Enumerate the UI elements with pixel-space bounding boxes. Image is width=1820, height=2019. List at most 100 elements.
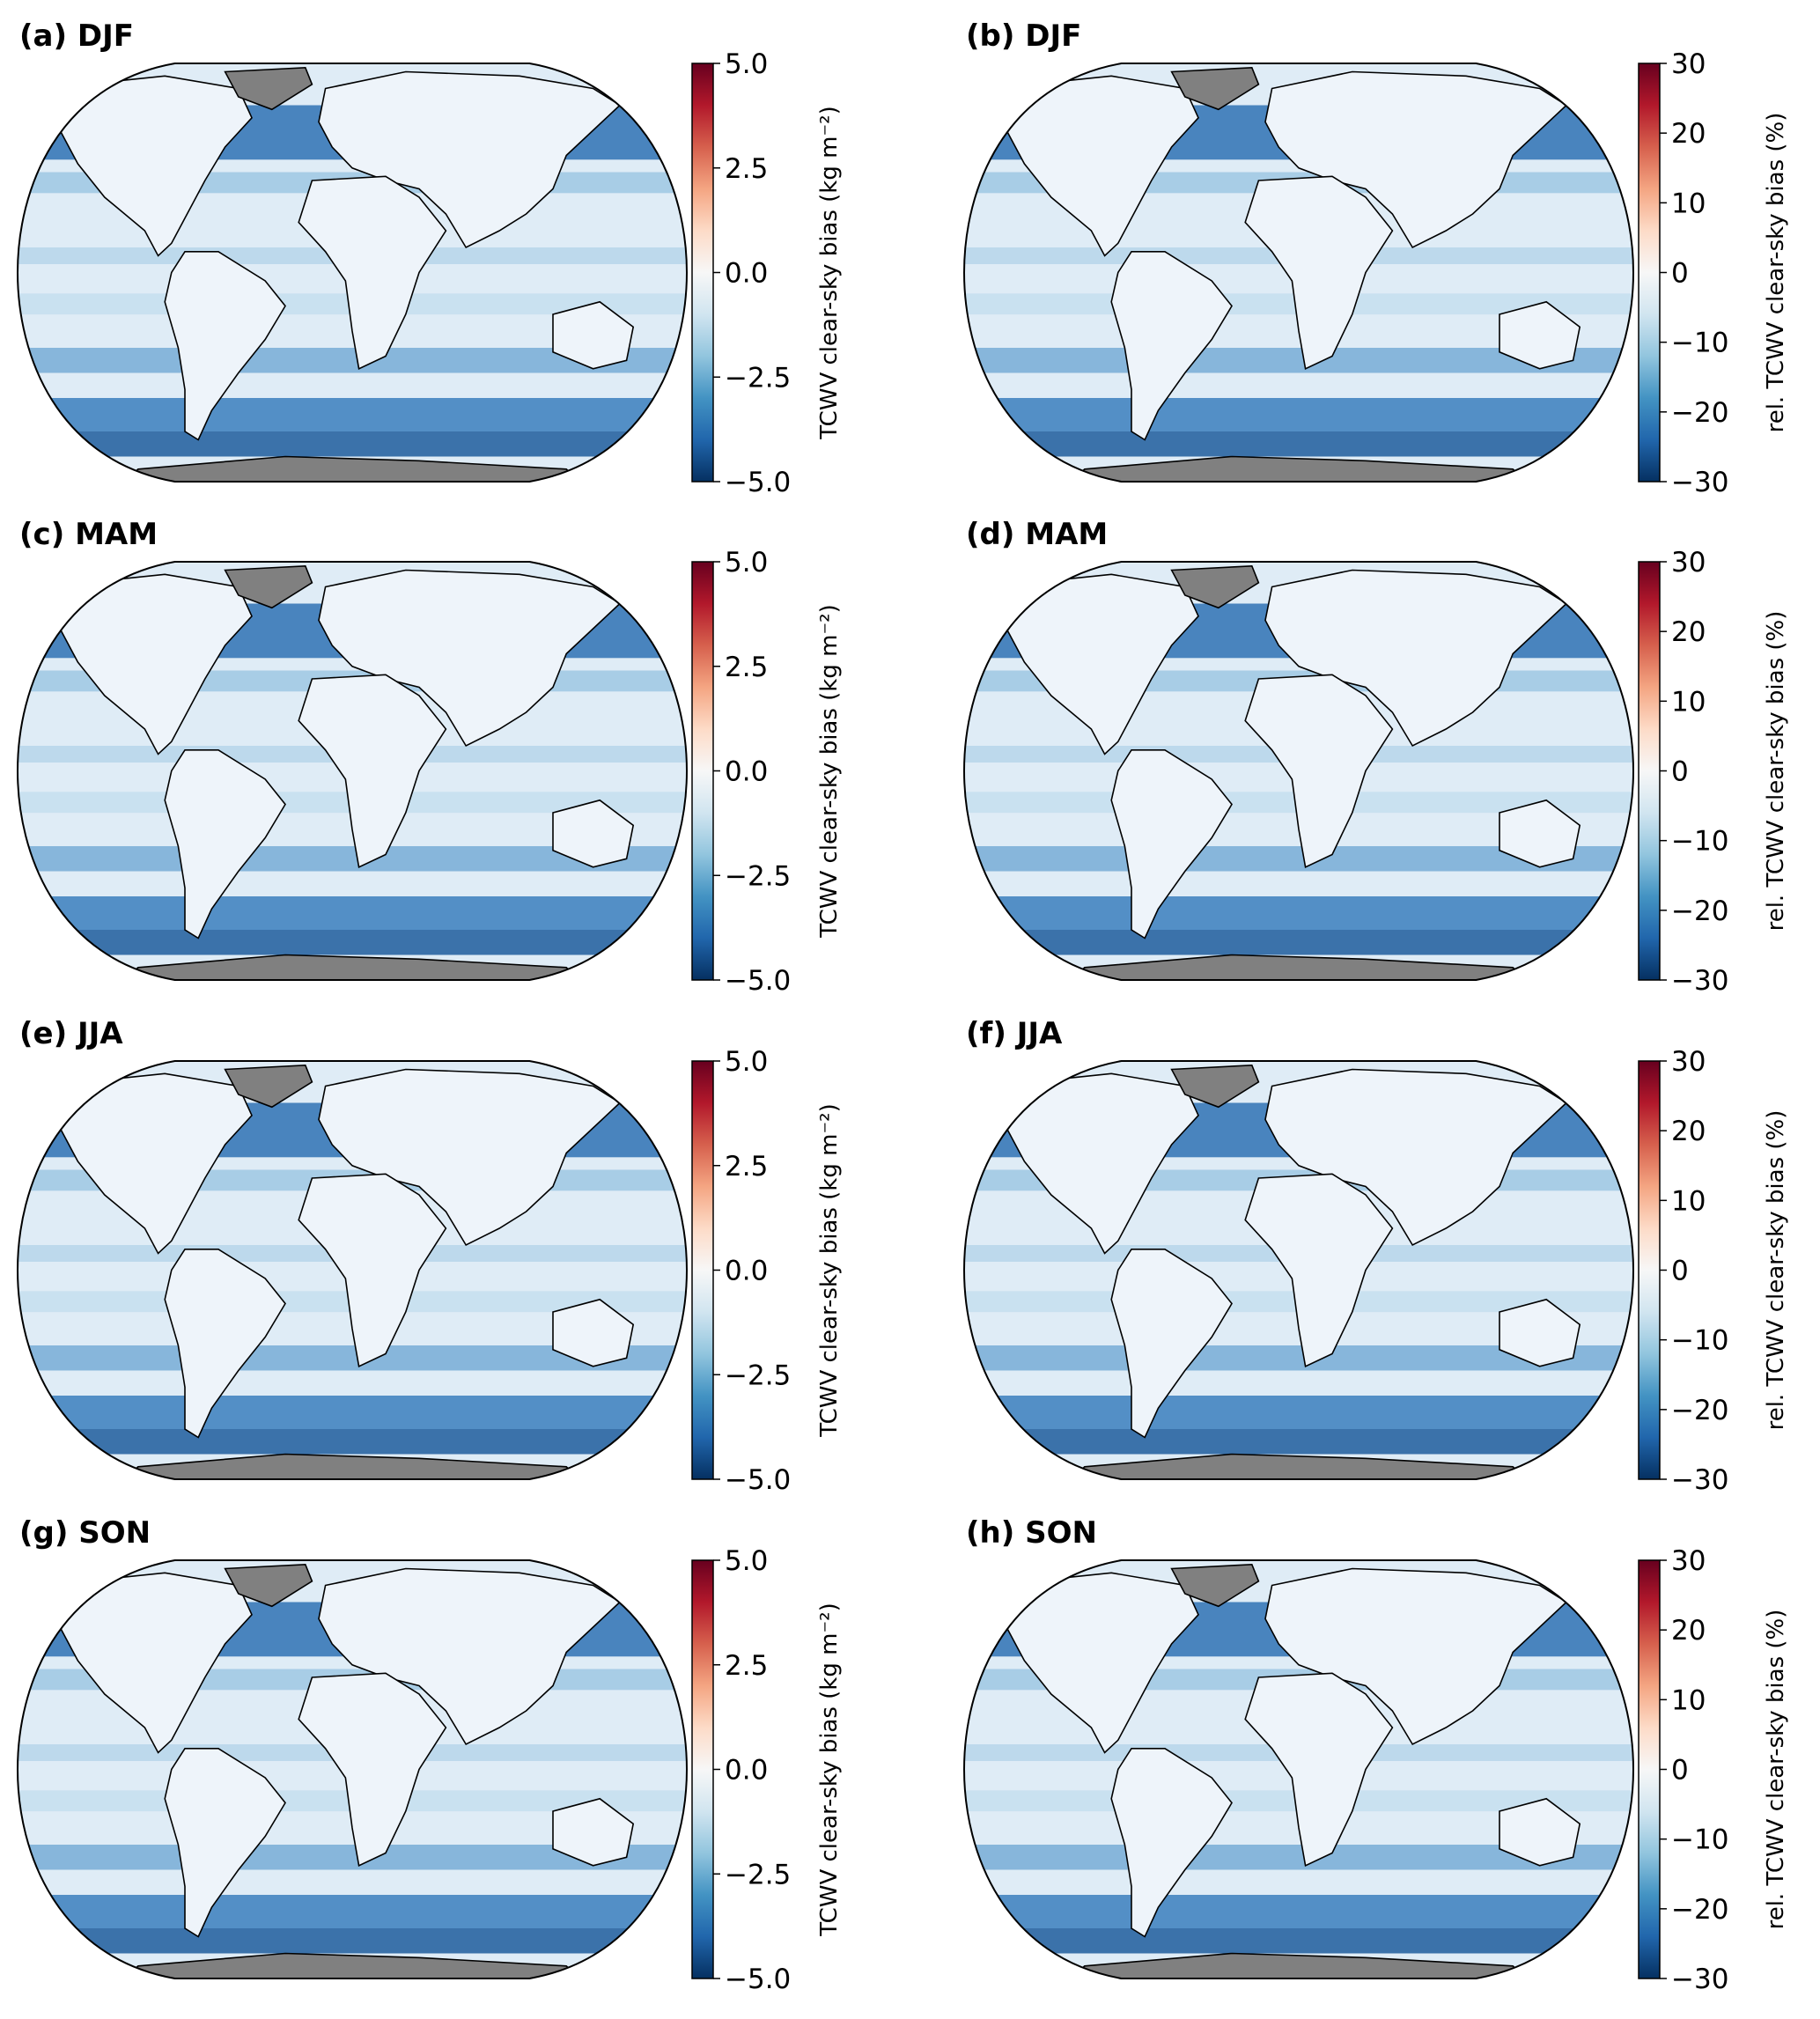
colorbar-tick-label: −5.0 xyxy=(725,467,791,498)
map-outline xyxy=(16,63,689,483)
colorbar-tick-label: −5.0 xyxy=(725,965,791,997)
colorbar-tick-label: −20 xyxy=(1671,397,1728,429)
continent-africa xyxy=(1244,1173,1394,1367)
colorbar-tick-label: 2.5 xyxy=(725,153,768,185)
colorbar-tick-label: 30 xyxy=(1671,547,1706,578)
colorbar-tick-label: 20 xyxy=(1671,1615,1706,1647)
panel-title: (g) SON xyxy=(19,1515,151,1551)
colorbar-gradient xyxy=(1638,561,1661,981)
colorbar-tick-label: 0.0 xyxy=(725,258,768,290)
continent-greenland xyxy=(224,564,313,609)
continent-australia xyxy=(1499,1298,1581,1367)
continent-southAmerica xyxy=(164,1748,286,1938)
colorbar-tick-label: 20 xyxy=(1671,616,1706,648)
colorbar-tick-label: −2.5 xyxy=(725,1360,791,1391)
continent-antarctica xyxy=(122,1952,582,1978)
panel-title: (e) JJA xyxy=(19,1016,123,1051)
bias-band xyxy=(964,398,1633,431)
colorbar-tick-label: 2.5 xyxy=(725,1151,768,1183)
colorbar: −5.0 −2.5 0.0 2.5 5.0 TCWV clear-sky bias (kg… xyxy=(691,547,843,997)
panel-title: (c) MAM xyxy=(19,517,158,552)
map-outline xyxy=(16,561,689,981)
colorbar-tick-label: −20 xyxy=(1671,895,1728,927)
continent-greenland xyxy=(224,1563,313,1608)
continent-eurasia xyxy=(318,569,622,748)
bias-band xyxy=(18,896,687,930)
continent-africa xyxy=(298,674,447,868)
continent-greenland xyxy=(1170,564,1260,609)
colorbar: −5.0 −2.5 0.0 2.5 5.0 TCWV clear-sky bias (kg… xyxy=(691,1545,843,1995)
colorbar-tick-label: 5.0 xyxy=(725,48,768,80)
colorbar-gradient xyxy=(691,63,714,483)
colorbar-tick-label: 30 xyxy=(1671,48,1706,80)
continent-greenland xyxy=(224,1064,313,1109)
continent-australia xyxy=(1499,1797,1581,1867)
continent-greenland xyxy=(1170,66,1260,111)
colorbar-tick-label: −20 xyxy=(1671,1894,1728,1926)
colorbar-gradient xyxy=(1638,1060,1661,1480)
continent-eurasia xyxy=(318,70,622,249)
colorbar-tick-label: 20 xyxy=(1671,118,1706,150)
map-panel-f: (f) JJA −30 −20 −10 0 10 20 30 rel. TCWV clear-s… xyxy=(962,1016,1789,1496)
colorbar-tick-label: −10 xyxy=(1671,1325,1728,1357)
bias-band xyxy=(18,1895,687,1928)
continent-southAmerica xyxy=(164,748,286,939)
colorbar-gradient xyxy=(1638,63,1661,483)
continent-africa xyxy=(298,175,447,370)
bias-band xyxy=(964,896,1633,930)
colorbar-label: TCWV clear-sky bias (kg m⁻²) xyxy=(816,1603,843,1937)
colorbar-tick-label: 0.0 xyxy=(725,1256,768,1287)
bias-band xyxy=(964,1928,1633,1954)
colorbar-tick-label: 0.0 xyxy=(725,756,768,788)
colorbar-tick-label: 5.0 xyxy=(725,1545,768,1577)
panel-title: (f) JJA xyxy=(966,1016,1063,1051)
colorbar-gradient xyxy=(691,1060,714,1480)
continent-australia xyxy=(552,1298,635,1367)
continent-southAmerica xyxy=(1110,748,1233,939)
continent-antarctica xyxy=(122,455,582,482)
colorbar-tick-label: 30 xyxy=(1671,1046,1706,1078)
colorbar: −5.0 −2.5 0.0 2.5 5.0 TCWV clear-sky bias (kg… xyxy=(691,1046,843,1496)
continent-africa xyxy=(1244,1672,1394,1867)
bias-band xyxy=(18,398,687,431)
map-panel-g: (g) SON −5.0 −2.5 0.0 2.5 5.0 TCWV clear-sky b… xyxy=(16,1515,843,1995)
map-panel-a: (a) DJF −5.0 −2.5 0.0 2.5 5.0 TCWV clear-sky b… xyxy=(16,18,843,498)
continent-antarctica xyxy=(1069,1952,1529,1978)
continent-southAmerica xyxy=(1110,1249,1233,1439)
map-outline xyxy=(962,1559,1635,1979)
colorbar-tick-label: 30 xyxy=(1671,1545,1706,1577)
continent-africa xyxy=(1244,175,1394,370)
colorbar-tick-label: −10 xyxy=(1671,826,1728,858)
colorbar-tick-label: −20 xyxy=(1671,1395,1728,1426)
bias-field xyxy=(18,63,687,482)
colorbar: −30 −20 −10 0 10 20 30 rel. TCWV clear-sky bias… xyxy=(1638,48,1789,498)
colorbar-tick-label: 10 xyxy=(1671,1684,1706,1716)
colorbar: −30 −20 −10 0 10 20 30 rel. TCWV clear-sky bias… xyxy=(1638,1046,1789,1496)
colorbar-label: rel. TCWV clear-sky bias (%) xyxy=(1763,1110,1789,1431)
colorbar: −5.0 −2.5 0.0 2.5 5.0 TCWV clear-sky bias (kg… xyxy=(691,48,843,498)
colorbar-label: rel. TCWV clear-sky bias (%) xyxy=(1763,113,1789,433)
map-panel-h: (h) SON −30 −20 −10 0 10 20 30 rel. TCWV clear-s… xyxy=(962,1515,1789,1995)
map-outline xyxy=(16,1559,689,1979)
bias-band xyxy=(18,1396,687,1429)
continent-antarctica xyxy=(122,1453,582,1479)
map-outline xyxy=(962,561,1635,981)
colorbar-label: TCWV clear-sky bias (kg m⁻²) xyxy=(816,1103,843,1438)
continent-southAmerica xyxy=(164,1249,286,1439)
bias-band xyxy=(964,1895,1633,1928)
continent-greenland xyxy=(1170,1563,1260,1608)
bias-band xyxy=(18,431,687,457)
colorbar-tick-label: 0 xyxy=(1671,756,1689,788)
colorbar-tick-label: 5.0 xyxy=(725,1046,768,1078)
colorbar-tick-label: −30 xyxy=(1671,1964,1728,1995)
colorbar: −30 −20 −10 0 10 20 30 rel. TCWV clear-sky bias… xyxy=(1638,547,1789,997)
colorbar-tick-label: 10 xyxy=(1671,686,1706,718)
continent-antarctica xyxy=(122,954,582,980)
panel-title: (d) MAM xyxy=(966,517,1108,552)
bias-band xyxy=(18,1429,687,1455)
bias-band xyxy=(964,431,1633,457)
continent-africa xyxy=(298,1672,447,1867)
bias-field xyxy=(964,63,1633,482)
continent-africa xyxy=(1244,674,1394,868)
